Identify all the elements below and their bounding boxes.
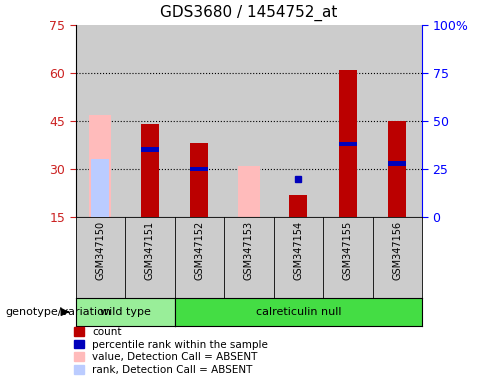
- Bar: [339, 70, 357, 217]
- Bar: [190, 167, 208, 171]
- Text: GSM347154: GSM347154: [293, 221, 304, 280]
- Bar: [274, 25, 323, 217]
- Bar: [339, 142, 357, 146]
- Bar: [238, 166, 260, 217]
- Bar: [289, 195, 307, 217]
- Bar: [141, 124, 159, 217]
- Legend: count, percentile rank within the sample, value, Detection Call = ABSENT, rank, : count, percentile rank within the sample…: [74, 327, 268, 375]
- Bar: [373, 25, 422, 217]
- Bar: [388, 121, 407, 217]
- Text: GSM347151: GSM347151: [145, 221, 155, 280]
- Bar: [89, 114, 111, 217]
- Text: GSM347152: GSM347152: [194, 221, 204, 280]
- Text: GSM347156: GSM347156: [392, 221, 403, 280]
- Bar: [175, 25, 224, 217]
- Text: GSM347153: GSM347153: [244, 221, 254, 280]
- Bar: [76, 25, 125, 217]
- Text: calreticulin null: calreticulin null: [256, 307, 341, 317]
- Bar: [323, 25, 373, 217]
- Title: GDS3680 / 1454752_at: GDS3680 / 1454752_at: [160, 5, 338, 21]
- Text: wild type: wild type: [100, 307, 151, 317]
- Text: genotype/variation: genotype/variation: [5, 307, 111, 317]
- Text: GSM347150: GSM347150: [95, 221, 105, 280]
- Text: GSM347155: GSM347155: [343, 221, 353, 280]
- Bar: [125, 25, 175, 217]
- Bar: [190, 143, 208, 217]
- Bar: [388, 161, 407, 166]
- Bar: [141, 147, 159, 152]
- Bar: [224, 25, 274, 217]
- Bar: [91, 159, 109, 217]
